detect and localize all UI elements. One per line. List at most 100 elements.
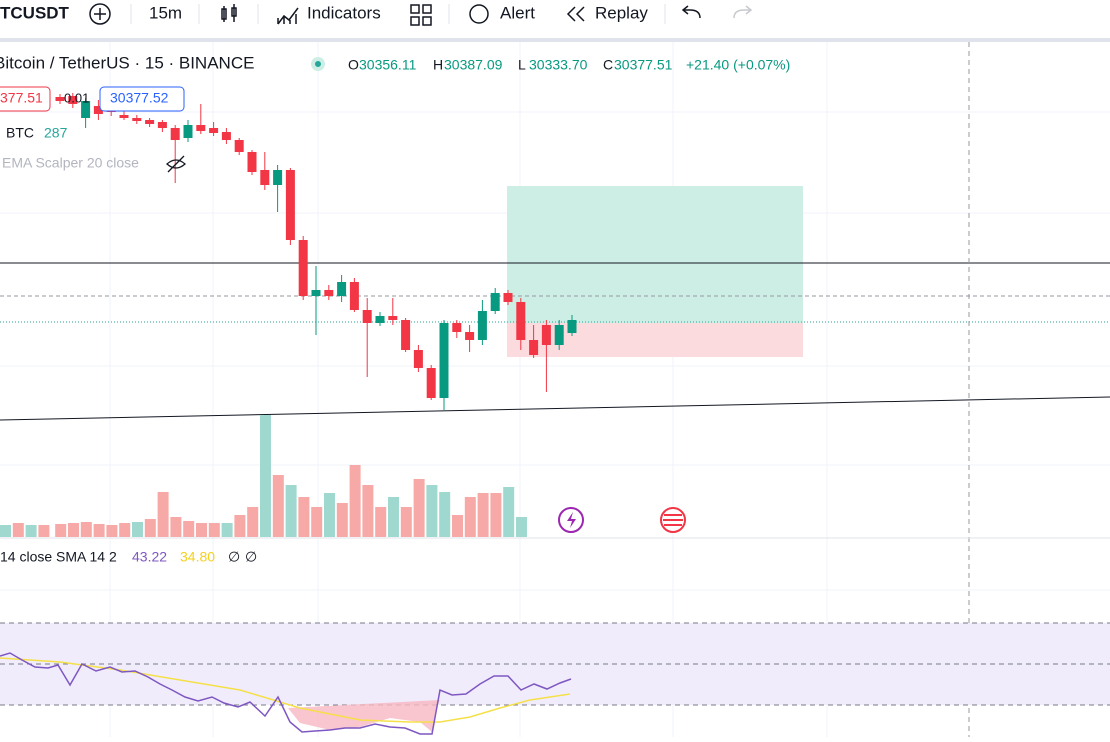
candle-body — [388, 316, 398, 320]
replay-icon — [566, 6, 585, 22]
layouts-icon[interactable] — [410, 4, 432, 26]
volume-bar — [477, 493, 489, 537]
series-title: Bitcoin / TetherUS · 15 · BINANCE — [0, 53, 254, 72]
candle-body — [221, 132, 231, 140]
candle-body — [541, 325, 551, 345]
candle-body — [145, 120, 155, 124]
candle-body — [567, 320, 577, 333]
volume — [0, 415, 527, 537]
add-symbol[interactable] — [89, 3, 111, 25]
rsi-label: 14 close SMA 14 2 — [0, 549, 117, 565]
volume-bar — [516, 517, 527, 537]
candle-body — [170, 128, 180, 140]
candle-body — [209, 128, 219, 133]
buy-box[interactable] — [99, 86, 185, 112]
candle-body — [273, 170, 283, 185]
candle-body — [196, 125, 206, 131]
volume-bar — [106, 525, 118, 537]
candle-body — [157, 122, 167, 128]
legend: Bitcoin / TetherUS · 15 · BINANCE — [0, 53, 325, 72]
market-status[interactable] — [311, 57, 325, 71]
volume-value: 287 — [44, 125, 68, 141]
volume-bar — [93, 524, 105, 537]
flag — [663, 514, 683, 526]
volume-bar — [170, 517, 182, 537]
candle-body — [285, 170, 295, 240]
volume-bar — [12, 523, 24, 537]
volume-bar — [132, 522, 143, 537]
volume-bar — [247, 507, 259, 537]
replay-button[interactable]: Replay — [595, 3, 648, 22]
candle-body — [465, 332, 475, 340]
candle-body — [375, 316, 385, 323]
volume-bar — [68, 523, 79, 537]
toolbar-border — [0, 38, 1110, 42]
volume-bar — [272, 475, 284, 537]
ohlc-value: 30356.11 — [359, 57, 417, 73]
candle-body — [55, 97, 65, 101]
volume-bar — [260, 415, 271, 537]
candle-body — [183, 125, 193, 138]
volume-bar — [324, 493, 335, 537]
volume-bar — [375, 507, 387, 537]
candle-body — [439, 323, 449, 398]
sell-price: 377.51 — [0, 90, 43, 106]
candle-body — [132, 118, 142, 121]
loss-zone — [507, 323, 803, 357]
ohlc: O 30356.11 H 30387.09 L 30333.70 C 30377.51 — [348, 57, 673, 73]
candle-body — [426, 368, 436, 398]
indicator-label: EMA Scalper 20 close — [2, 155, 139, 171]
candle-body — [452, 323, 462, 332]
rsi-sma — [0, 657, 571, 723]
ohlc-label: C — [603, 57, 613, 73]
candle-body — [68, 96, 78, 104]
symbol[interactable]: TCUSDT — [0, 3, 70, 22]
alert-icon — [469, 4, 489, 24]
ohlc-value: 30387.09 — [444, 57, 503, 73]
sell-box[interactable] — [0, 86, 51, 112]
rsi-extra: ∅ — [245, 549, 257, 565]
volume-bar — [221, 523, 233, 537]
rsi-extra: ∅ — [228, 549, 240, 565]
candle-body — [516, 302, 526, 340]
hidden-icon[interactable] — [166, 155, 186, 173]
candle-body — [503, 293, 513, 302]
chart-type-icon[interactable] — [221, 4, 237, 22]
volume-bar — [234, 515, 246, 537]
candle-body — [490, 293, 500, 311]
indicators-button[interactable]: Indicators — [307, 3, 381, 22]
spread: 0.01 — [64, 90, 89, 105]
candle-body — [337, 282, 347, 296]
volume-bar — [311, 507, 323, 537]
plus-icon — [94, 8, 106, 20]
candle-body — [477, 311, 487, 340]
volume-bar — [400, 507, 412, 537]
rsi-value: 43.22 — [132, 549, 167, 565]
interval[interactable]: 15m — [149, 3, 182, 22]
candle-body — [234, 140, 244, 152]
separators — [130, 4, 666, 24]
volume-bar — [119, 523, 131, 537]
candle-body — [311, 290, 321, 296]
alert-button[interactable]: Alert — [500, 3, 535, 22]
candle-body — [298, 240, 308, 296]
volume-bar — [464, 497, 476, 537]
ohlc-value: 30333.70 — [529, 57, 588, 73]
volume-bar — [452, 515, 463, 537]
volume-bar — [208, 523, 220, 537]
volume-bar — [503, 487, 515, 537]
volume-bar — [349, 465, 361, 537]
volume-bar — [426, 485, 438, 537]
ohlc-label: O — [348, 57, 359, 73]
toolbar: TCUSDT 15m Indicators Alert Replay — [0, 3, 753, 26]
candle-body — [362, 310, 372, 323]
indicators-icon — [277, 7, 299, 25]
volume-bar — [157, 492, 169, 537]
candle-body — [324, 290, 334, 296]
volume-bar — [298, 497, 310, 537]
undo[interactable] — [681, 5, 701, 19]
rsi-line — [0, 652, 572, 735]
redo[interactable] — [733, 5, 753, 19]
bolt — [567, 512, 576, 528]
